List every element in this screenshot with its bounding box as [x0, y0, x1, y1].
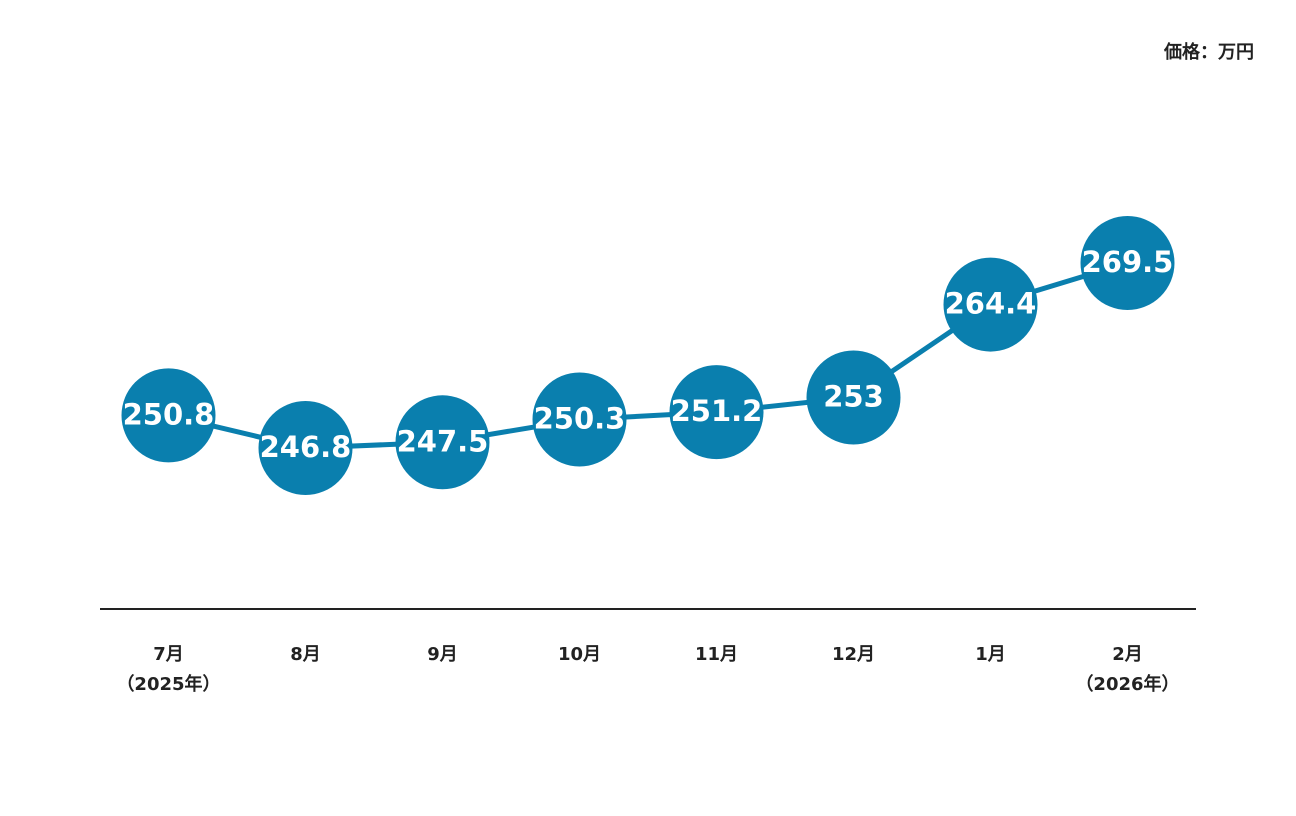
value-label: 269.5	[1082, 245, 1174, 279]
x-tick-label: 11月	[694, 644, 739, 665]
x-tick-label: 12月	[831, 644, 876, 665]
marker	[395, 395, 490, 490]
marker	[669, 365, 764, 460]
value-label: 247.5	[397, 424, 489, 458]
x-tick-label: 7月 （2025年）	[116, 644, 221, 695]
marker	[258, 401, 353, 495]
value-label: 250.8	[123, 397, 215, 431]
x-tick-label: 2月 （2026年）	[1075, 644, 1180, 695]
x-tick-label: 9月	[427, 644, 458, 665]
value-label: 250.3	[534, 401, 626, 435]
marker	[806, 350, 901, 445]
value-label: 251.2	[671, 394, 763, 428]
x-tick-label: 10月	[557, 644, 602, 665]
unit-label: 価格：万円	[1164, 42, 1254, 63]
value-label: 246.8	[260, 430, 352, 464]
value-label: 264.4	[945, 287, 1037, 321]
marker	[121, 368, 216, 463]
x-tick-label: 8月	[290, 644, 321, 665]
x-tick-label: 1月	[975, 644, 1006, 665]
marker	[943, 257, 1038, 352]
value-label: 253	[823, 379, 884, 413]
marker	[1080, 216, 1175, 310]
marker	[532, 372, 627, 467]
